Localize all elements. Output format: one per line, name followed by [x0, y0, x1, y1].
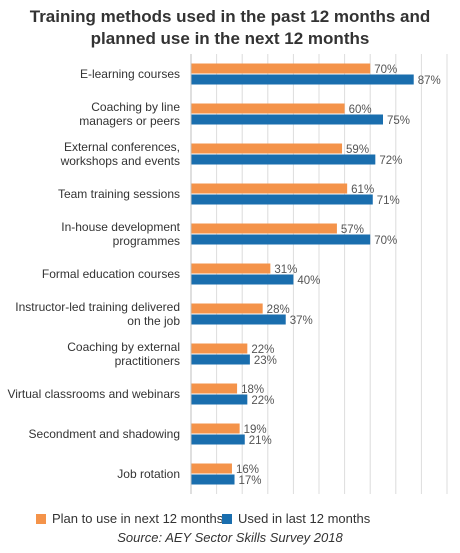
chart-source: Source: AEY Sector Skills Survey 2018 [117, 530, 343, 545]
bar-plan [191, 423, 240, 434]
category-label: Coaching by line managers or peers [79, 100, 180, 128]
data-label-used: 37% [290, 315, 313, 327]
bar-used [191, 154, 376, 165]
category-label: Job rotation [117, 467, 180, 481]
data-label-used: 40% [297, 275, 320, 287]
bar-used [191, 234, 371, 245]
data-label-plan: 61% [351, 184, 374, 196]
category-label-line: In-house development [61, 220, 180, 234]
data-label-plan: 19% [244, 424, 267, 436]
data-label-used: 21% [249, 435, 272, 447]
bar-plan [191, 263, 271, 274]
category-label-line: Formal education courses [42, 267, 180, 281]
category-label-line: workshops and events [60, 154, 180, 168]
chart-title-line-1: Training methods used in the past 12 mon… [29, 7, 431, 26]
data-label-plan: 31% [274, 264, 297, 276]
category-label: E-learning courses [80, 67, 180, 81]
category-label-line: Instructor-led training delivered [15, 300, 180, 314]
legend-label-plan: Plan to use in next 12 months [52, 511, 224, 526]
bar-plan [191, 343, 248, 354]
bar-plan [191, 183, 348, 194]
data-label-plan: 60% [349, 104, 372, 116]
data-label-plan: 59% [346, 144, 369, 156]
bar-plan [191, 383, 238, 394]
data-label-plan: 28% [267, 304, 290, 316]
legend-label-used: Used in last 12 months [238, 511, 371, 526]
category-label: In-house development programmes [61, 220, 180, 248]
legend-item-plan: Plan to use in next 12 months [36, 511, 223, 526]
category-label: Virtual classrooms and webinars [7, 387, 180, 401]
category-label: Coaching by external practitioners [67, 340, 180, 368]
data-label-plan: 57% [341, 224, 364, 236]
category-label: External conferences, workshops and event… [60, 140, 180, 168]
bar-used [191, 194, 373, 205]
category-label-line: programmes [113, 234, 180, 248]
category-label: Secondment and shadowing [29, 427, 180, 441]
bar-plan [191, 63, 371, 74]
category-label-line: Coaching by line [91, 100, 180, 114]
bar-plan [191, 463, 232, 474]
legend-swatch-used [222, 513, 232, 524]
legend-item-used: Used in last 12 months [222, 511, 370, 526]
data-label-plan: 18% [241, 384, 264, 396]
bar-plan [191, 223, 337, 234]
data-label-used: 87% [418, 75, 441, 87]
bar-used [191, 114, 383, 125]
category-label-line: practitioners [115, 354, 180, 368]
bar-used [191, 274, 294, 285]
category-label-line: External conferences, [64, 140, 180, 154]
bar-used [191, 354, 250, 365]
bar-used [191, 74, 414, 85]
category-label-line: on the job [127, 314, 180, 328]
data-label-used: 22% [251, 395, 274, 407]
category-label-line: managers or peers [79, 114, 180, 128]
data-label-used: 17% [239, 475, 262, 487]
category-label-line: Secondment and shadowing [29, 427, 180, 441]
bar-used [191, 314, 286, 325]
bar-plan [191, 143, 343, 154]
category-label: Formal education courses [42, 267, 180, 281]
data-label-plan: 70% [374, 64, 397, 76]
bar-used [191, 394, 248, 405]
bar-chart: E-learning courses 70% 87% Coaching by line… [7, 54, 448, 494]
chart-title-line-2: planned use in the next 12 months [90, 29, 370, 48]
data-label-plan: 22% [251, 344, 274, 356]
bar-plan [191, 103, 345, 114]
category-label-line: Team training sessions [58, 187, 180, 201]
category-label-line: Coaching by external [67, 340, 180, 354]
category-label-line: Job rotation [117, 467, 180, 481]
bar-used [191, 474, 235, 485]
data-label-used: 75% [387, 115, 410, 127]
legend-swatch-plan [36, 513, 46, 524]
category-label: Team training sessions [58, 187, 180, 201]
category-label: Instructor-led training delivered on the … [15, 300, 180, 328]
category-label-line: E-learning courses [80, 67, 180, 81]
data-label-plan: 16% [236, 464, 259, 476]
data-label-used: 70% [374, 235, 397, 247]
bar-plan [191, 303, 263, 314]
data-label-used: 72% [379, 155, 402, 167]
chart-title: Training methods used in the past 12 mon… [0, 6, 460, 50]
category-label-line: Virtual classrooms and webinars [7, 387, 180, 401]
data-label-used: 23% [254, 355, 277, 367]
chart-legend: Plan to use in next 12 months Used in la… [0, 511, 460, 529]
bar-used [191, 434, 245, 445]
data-label-used: 71% [377, 195, 400, 207]
